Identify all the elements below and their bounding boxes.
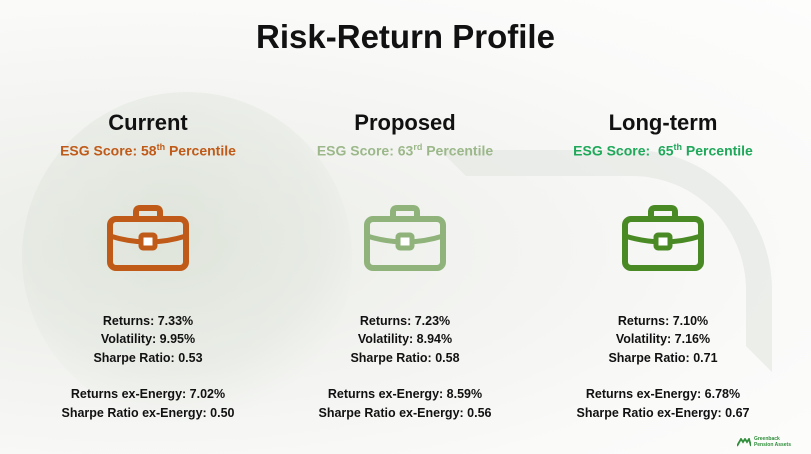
column-title: Current: [108, 110, 188, 135]
volatility-stat: Volatility: 9.95%: [100, 332, 196, 347]
page-title: Risk-Return Profile: [256, 18, 555, 55]
returns-ex-energy-stat: Returns ex-Energy: 8.59%: [327, 387, 483, 402]
volatility-stat: Volatility: 8.94%: [357, 332, 453, 347]
column-current: Current ESG Score: 58th Percentile Retur…: [13, 110, 283, 422]
esg-score-ordinal: th: [673, 142, 683, 152]
esg-score-suffix: Percentile: [165, 142, 236, 159]
column-title: Long-term: [608, 110, 718, 135]
returns-ex-energy-stat: Returns ex-Energy: 6.78%: [585, 387, 741, 402]
briefcase-icon: [364, 204, 446, 271]
esg-score-ordinal: th: [156, 142, 166, 152]
sharpe-ex-energy-stat: Sharpe Ratio ex-Energy: 0.50: [61, 405, 235, 420]
esg-score-text: ESG Score: 58: [60, 142, 157, 159]
esg-score-suffix: Percentile: [682, 142, 753, 159]
esg-score-suffix: Percentile: [422, 142, 494, 159]
sharpe-stat: Sharpe Ratio: 0.58: [350, 350, 460, 365]
esg-score: ESG Score: 58th Percentile: [13, 138, 283, 160]
esg-score: ESG Score: 63rd Percentile: [270, 138, 540, 160]
sharpe-stat: Sharpe Ratio: 0.71: [608, 350, 718, 365]
esg-score-ordinal: rd: [413, 142, 423, 152]
sharpe-ex-energy-stat: Sharpe Ratio ex-Energy: 0.67: [576, 405, 750, 420]
returns-ex-energy-stat: Returns ex-Energy: 7.02%: [70, 387, 226, 402]
brand-logo: Greenback Pension Assets: [736, 436, 791, 448]
column-title: Proposed: [354, 110, 456, 135]
returns-stat: Returns: 7.10%: [617, 313, 709, 328]
briefcase-icon: [622, 204, 704, 271]
sharpe-ex-energy-stat: Sharpe Ratio ex-Energy: 0.56: [318, 405, 492, 420]
returns-stat: Returns: 7.33%: [102, 313, 194, 328]
esg-score-text: ESG Score: 63: [316, 142, 414, 159]
column-long-term: Long-term ESG Score: 65th Percentile Ret…: [528, 110, 798, 422]
volatility-stat: Volatility: 7.16%: [615, 332, 711, 347]
esg-score-text: ESG Score: 65: [573, 142, 674, 159]
sharpe-stat: Sharpe Ratio: 0.53: [93, 350, 203, 365]
brand-name: Greenback Pension Assets: [754, 436, 791, 448]
brand-logo-icon: [736, 437, 751, 446]
briefcase-icon: [107, 204, 189, 271]
brand-name-line2: Pension Assets: [753, 442, 791, 448]
returns-stat: Returns: 7.23%: [359, 313, 451, 328]
brand-name-line1: Greenback: [753, 436, 780, 442]
column-proposed: Proposed ESG Score: 63rd Percentile Retu…: [270, 110, 540, 422]
esg-score: ESG Score: 65th Percentile: [528, 138, 798, 160]
